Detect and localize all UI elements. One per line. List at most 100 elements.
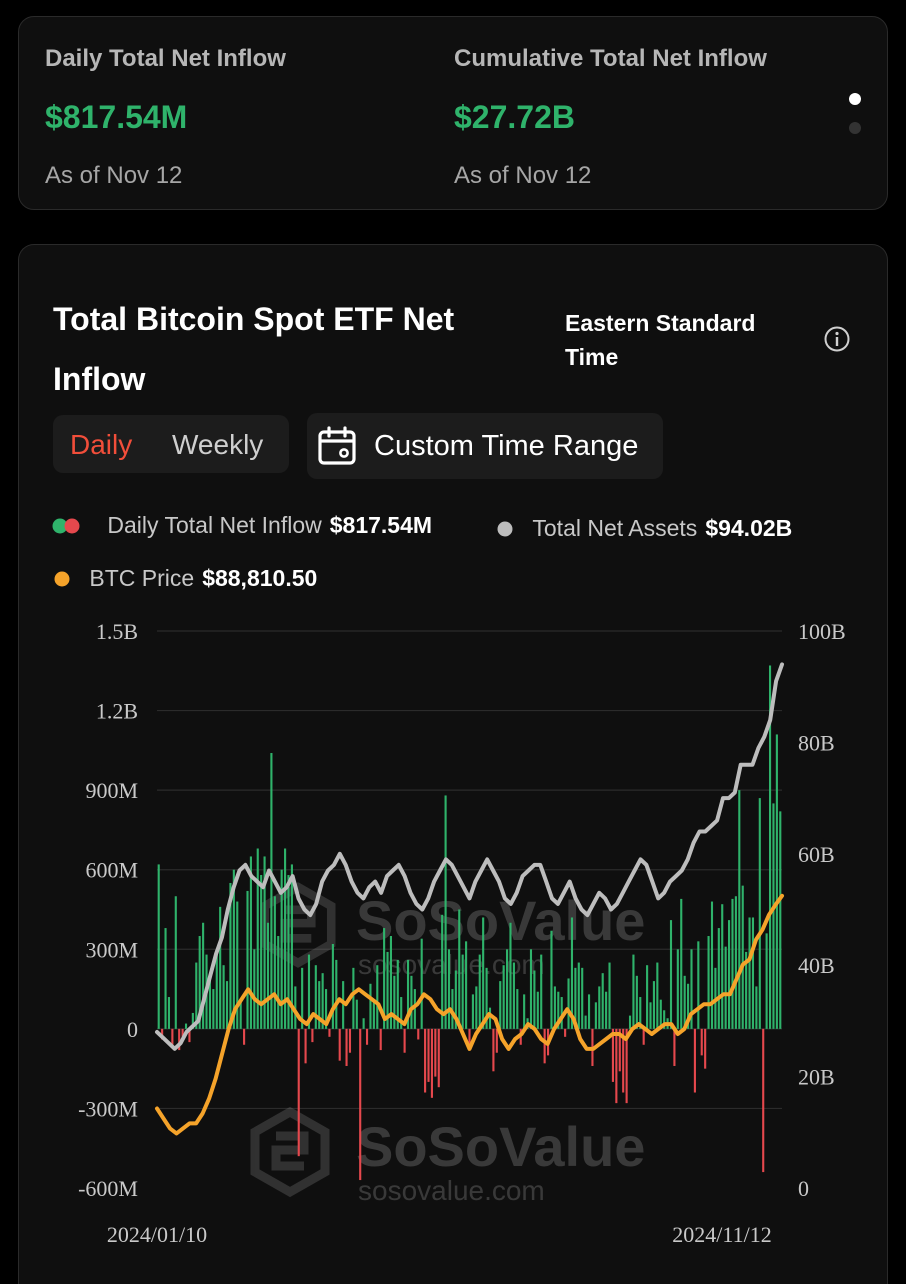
inflow-bar [734, 896, 737, 1029]
inflow-bar [198, 936, 201, 1029]
inflow-bar [345, 1028, 348, 1066]
total-net-assets-line [155, 662, 784, 1051]
inflow-bar [365, 1028, 369, 1045]
inflow-bar [284, 848, 287, 1029]
inflow-bar [222, 965, 225, 1029]
inflow-bar [635, 975, 638, 1029]
inflow-bar [331, 943, 334, 1029]
carousel-dot-active[interactable] [849, 93, 861, 105]
carousel-dot[interactable] [849, 122, 861, 134]
inflow-bar [379, 1028, 382, 1051]
inflow-bar [297, 1028, 300, 1157]
inflow-bar [260, 875, 263, 1029]
left-axis-tick: 300M [85, 937, 138, 962]
inflow-bar [482, 917, 485, 1029]
inflow-bar [693, 1028, 696, 1093]
inflow-bar [499, 981, 502, 1029]
inflow-bar [738, 790, 741, 1029]
legend-daily-inflow[interactable]: Daily Total Net Inflow $817.54M [51, 512, 432, 539]
inflow-bar [208, 975, 211, 1029]
inflow-bar [680, 898, 683, 1029]
inflow-bar [454, 970, 457, 1029]
inflow-bar [396, 959, 399, 1029]
x-axis-tick: 2024/11/12 [672, 1222, 771, 1247]
inflow-bar [488, 1007, 492, 1029]
inflow-bar [577, 962, 580, 1029]
legend-label: Total Net Assets [532, 515, 698, 541]
inflow-bar [697, 941, 700, 1029]
custom-time-range-button[interactable]: Custom Time Range [307, 413, 663, 479]
inflow-bar [355, 999, 358, 1029]
inflow-bar [181, 1028, 184, 1037]
gray-dot-icon [497, 521, 513, 537]
inflow-bar [342, 981, 345, 1029]
inflow-bar [478, 954, 481, 1029]
inflow-bar [676, 949, 679, 1029]
tab-daily[interactable]: Daily [70, 429, 133, 460]
inflow-bar [447, 949, 451, 1029]
inflow-bar [502, 965, 505, 1029]
inflow-bar [393, 975, 396, 1029]
inflow-bar [533, 970, 536, 1029]
inflow-bar [263, 856, 266, 1029]
inflow-bar [632, 954, 635, 1029]
calendar-icon [318, 426, 356, 465]
inflow-bar [663, 1010, 666, 1029]
left-axis-tick: 1.2B [96, 699, 138, 724]
inflow-bar [307, 954, 311, 1029]
inflow-bar [403, 1028, 406, 1053]
inflow-bar [731, 898, 734, 1029]
inflow-bar [529, 949, 533, 1029]
inflow-bar [458, 909, 461, 1029]
inflow-bar [741, 885, 744, 1029]
inflow-bar [212, 989, 215, 1029]
left-axis-tick: -600M [78, 1176, 138, 1201]
inflow-bar [659, 999, 662, 1029]
inflow-bar [656, 962, 659, 1029]
btc-price-line [155, 893, 784, 1136]
inflow-bar [184, 1023, 188, 1029]
inflow-bar [253, 949, 256, 1029]
inflow-bar [311, 1028, 314, 1043]
daily-inflow-stat: Daily Total Net Inflow $817.54M As of No… [45, 45, 286, 190]
tab-weekly[interactable]: Weekly [172, 429, 264, 460]
inflow-bar [167, 997, 171, 1029]
inflow-bar [707, 936, 710, 1029]
inflow-bar [188, 1028, 191, 1043]
inflow-bar [710, 901, 714, 1029]
orange-dot-icon [54, 571, 70, 587]
stat-label: Cumulative Total Net Inflow [454, 45, 767, 72]
stat-label: Daily Total Net Inflow [45, 45, 286, 72]
inflow-bar [768, 665, 772, 1029]
stat-as-of: As of Nov 12 [454, 162, 592, 189]
inflow-bar [294, 986, 297, 1029]
inflow-bar [400, 997, 403, 1029]
inflow-bar [225, 981, 229, 1029]
inflow-bar [574, 967, 577, 1029]
inflow-bar [359, 1028, 362, 1181]
inflow-bar [485, 967, 488, 1029]
inflow-bar [639, 997, 642, 1029]
inflow-bar [420, 938, 423, 1029]
watermark: SoSoValuesosovalue.comSoSoValuesosovalue… [250, 882, 645, 1206]
inflow-bar [594, 1002, 597, 1029]
inflow-bar [512, 962, 515, 1029]
inflow-bar [321, 973, 324, 1029]
inflow-bar [215, 949, 218, 1029]
inflow-bar [229, 882, 232, 1029]
inflow-bar [550, 930, 553, 1029]
inflow-bar [406, 959, 410, 1029]
legend-btc-price[interactable]: BTC Price $88,810.50 [53, 565, 317, 592]
period-toggle: Daily Weekly [53, 415, 289, 473]
legend-total-net-assets[interactable]: Total Net Assets $94.02B [496, 515, 792, 542]
inflow-bar [649, 1002, 652, 1029]
legend-label: BTC Price [89, 565, 195, 591]
inflow-bar [348, 1028, 352, 1053]
inflow-bar [492, 1028, 495, 1072]
inflow-bar [441, 914, 444, 1029]
inflow-bar [328, 1028, 331, 1037]
inflow-bar [587, 994, 591, 1029]
inflow-bar [567, 978, 570, 1029]
info-circle-icon[interactable] [823, 325, 851, 353]
inflow-bar [430, 1028, 433, 1098]
